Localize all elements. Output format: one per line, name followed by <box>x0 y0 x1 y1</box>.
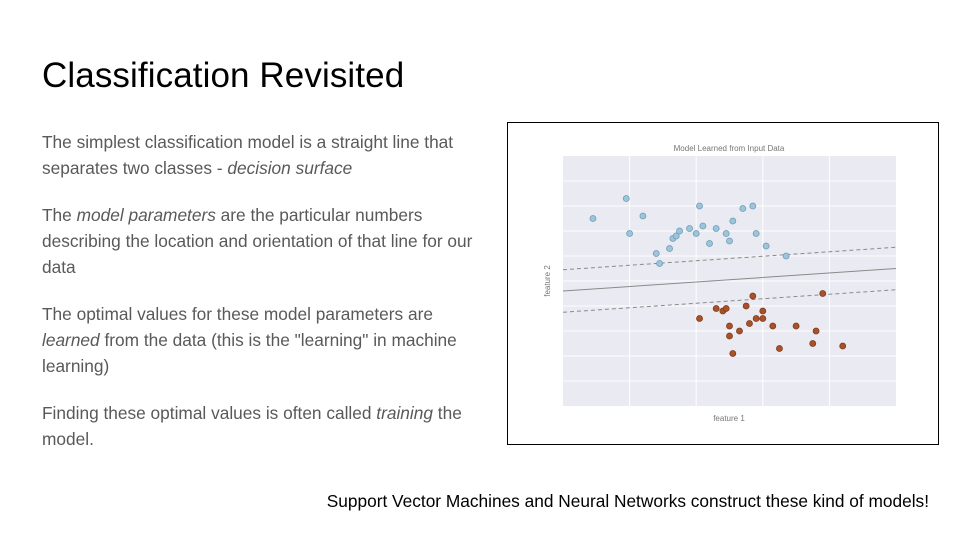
data-point-class-b <box>712 305 720 312</box>
data-point-class-a <box>652 250 660 257</box>
paragraph-training: Finding these optimal values is often ca… <box>42 400 492 452</box>
paragraph-text: the model. <box>42 403 462 449</box>
data-point-class-a <box>722 230 730 237</box>
data-point-class-b <box>749 292 757 300</box>
decision-lines <box>562 246 897 313</box>
data-point-class-b <box>729 350 737 357</box>
data-point-class-b <box>742 302 750 310</box>
data-point-class-b <box>769 322 777 330</box>
paragraph-text: Finding these optimal values is often ca… <box>42 403 377 423</box>
data-point-class-a <box>656 260 663 267</box>
paragraph-emphasis: model parameters <box>76 205 216 225</box>
paragraph-text: The optimal values for these model param… <box>42 304 433 324</box>
data-point-class-a <box>749 202 757 210</box>
data-point-class-a <box>672 232 680 240</box>
paragraph-decision-surface: The simplest classification model is a s… <box>42 129 492 181</box>
data-point-class-b <box>812 327 820 335</box>
paragraph-emphasis: training <box>376 403 433 423</box>
data-point-class-a <box>752 230 760 237</box>
data-points <box>589 195 847 357</box>
data-point-class-b <box>746 320 753 327</box>
data-point-class-a <box>692 230 700 237</box>
data-point-class-a <box>589 215 597 222</box>
x-axis-label: feature 1 <box>713 414 745 423</box>
data-point-class-a <box>739 205 747 212</box>
footer-note: Support Vector Machines and Neural Netwo… <box>326 491 929 511</box>
paragraph-text: The simplest classification model is a s… <box>42 132 454 178</box>
data-point-class-b <box>819 290 827 297</box>
paragraph-text: The <box>42 205 77 225</box>
data-point-class-a <box>696 202 703 210</box>
data-point-class-b <box>776 345 783 352</box>
data-point-class-b <box>726 322 733 330</box>
data-point-class-a <box>639 212 647 220</box>
chart-title: Model Learned from Input Data <box>674 144 785 153</box>
data-point-class-a <box>726 237 733 245</box>
data-point-class-b <box>839 342 847 350</box>
slide-title: Classification Revisited <box>42 56 405 95</box>
data-point-class-a <box>729 217 737 225</box>
paragraph-text: are the particular numbers describing th… <box>42 205 473 277</box>
data-point-class-a <box>666 245 673 252</box>
scatter-chart: Model Learned from Input Data feature 1 … <box>543 144 897 423</box>
data-point-class-a <box>782 252 790 260</box>
data-point-class-a <box>686 225 693 232</box>
data-point-class-b <box>809 340 817 347</box>
data-point-class-b <box>759 307 767 315</box>
data-point-class-a <box>706 240 713 247</box>
grid <box>563 156 896 406</box>
body-text: The simplest classification model is a s… <box>42 129 492 473</box>
data-point-class-b <box>726 332 733 340</box>
data-point-class-a <box>712 225 720 232</box>
data-point-class-b <box>792 322 800 330</box>
data-point-class-a <box>762 242 770 250</box>
data-point-class-b <box>736 327 743 335</box>
model-figure: Model Learned from Input Data feature 1 … <box>507 122 939 445</box>
paragraph-model-parameters: The model parameters are the particular … <box>42 202 492 280</box>
data-point-class-b <box>696 315 703 322</box>
paragraph-emphasis: decision surface <box>227 158 353 178</box>
y-axis-label: feature 2 <box>543 265 552 297</box>
data-point-class-a <box>622 195 630 202</box>
paragraph-learned: The optimal values for these model param… <box>42 301 492 379</box>
data-point-class-a <box>699 222 707 230</box>
data-point-class-b <box>752 315 760 322</box>
paragraph-emphasis: learned <box>42 330 100 350</box>
data-point-class-b <box>759 315 767 322</box>
data-point-class-b <box>722 305 730 312</box>
data-point-class-a <box>676 227 683 235</box>
data-point-class-a <box>626 230 633 237</box>
paragraph-text: from the data (this is the "learning" in… <box>42 330 457 376</box>
decision-line <box>562 268 897 292</box>
